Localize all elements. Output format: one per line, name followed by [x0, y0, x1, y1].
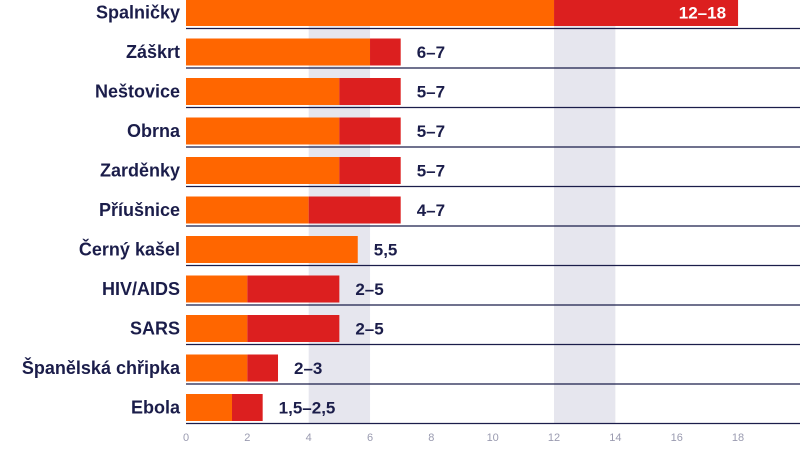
- value-label: 2–5: [355, 320, 383, 339]
- bar-range: [339, 117, 401, 145]
- category-label: Záškrt: [126, 42, 180, 62]
- bar-min: [186, 315, 248, 342]
- value-label: 5–7: [417, 122, 445, 141]
- value-label: 12–18: [679, 4, 726, 23]
- bar-range: [370, 38, 401, 66]
- bars: [186, 0, 739, 421]
- bar-min: [186, 275, 248, 303]
- category-label: Španělská chřipka: [22, 357, 181, 378]
- bar-min: [186, 394, 233, 421]
- category-label: Příušnice: [99, 200, 180, 220]
- category-label: Neštovice: [95, 82, 180, 102]
- category-label: HIV/AIDS: [102, 279, 180, 299]
- x-tick-label: 16: [671, 432, 683, 444]
- x-axis-ticks: 0 2 4 6 8 10 12 14 16 18: [183, 432, 744, 444]
- x-tick-label: 0: [183, 432, 189, 444]
- value-label: 5,5: [374, 241, 398, 260]
- row-separators: [186, 27, 800, 425]
- bar-min: [186, 117, 340, 145]
- category-label: Zarděnky: [100, 161, 180, 181]
- bar-range: [247, 354, 279, 382]
- x-tick-label: 2: [244, 432, 250, 444]
- value-labels: 12–18 6–7 5–7 5–7 5–7 4–7 5,5 2–5 2–5 2–3 1,5–2,5: [279, 4, 726, 418]
- category-label: Ebola: [131, 398, 181, 418]
- grid-band: [554, 0, 616, 424]
- category-labels: Spalničky Záškrt Neštovice Obrna Zarděnky Pří…: [22, 3, 181, 418]
- bar-range: [339, 78, 401, 105]
- bar-min: [186, 354, 248, 382]
- bar-min: [186, 236, 358, 263]
- bar-range: [339, 157, 401, 184]
- value-label: 5–7: [417, 162, 445, 181]
- category-label: Černý kašel: [79, 239, 180, 260]
- value-label: 1,5–2,5: [279, 399, 336, 418]
- bar-range: [308, 196, 401, 224]
- bar-min: [186, 38, 371, 66]
- x-tick-label: 18: [732, 432, 744, 444]
- value-label: 4–7: [417, 201, 445, 220]
- bar-min: [186, 196, 309, 224]
- bar-min: [186, 157, 340, 184]
- bar-range: [554, 0, 739, 26]
- x-tick-label: 6: [367, 432, 373, 444]
- x-tick-label: 8: [428, 432, 434, 444]
- bar-range: [247, 275, 340, 303]
- category-label: SARS: [130, 319, 180, 339]
- value-label: 2–3: [294, 359, 322, 378]
- x-tick-label: 10: [487, 432, 499, 444]
- bar-range: [247, 315, 340, 342]
- category-label: Spalničky: [96, 3, 180, 23]
- x-tick-label: 4: [306, 432, 312, 444]
- x-tick-label: 12: [548, 432, 560, 444]
- bar-min: [186, 78, 340, 105]
- bar-range: [232, 394, 263, 421]
- value-label: 6–7: [417, 43, 445, 62]
- value-label: 5–7: [417, 83, 445, 102]
- x-tick-label: 14: [609, 432, 621, 444]
- bar-min: [186, 0, 555, 26]
- value-label: 2–5: [355, 280, 383, 299]
- category-label: Obrna: [127, 121, 181, 141]
